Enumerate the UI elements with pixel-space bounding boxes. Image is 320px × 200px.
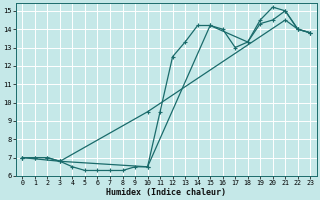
X-axis label: Humidex (Indice chaleur): Humidex (Indice chaleur) [106, 188, 226, 197]
